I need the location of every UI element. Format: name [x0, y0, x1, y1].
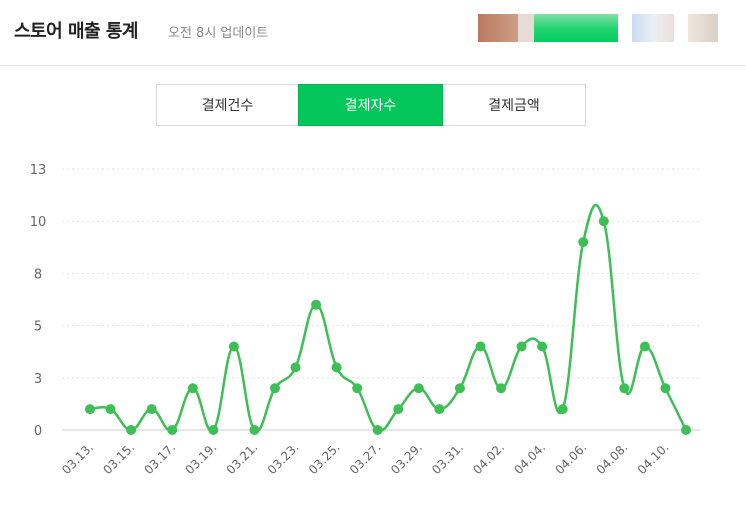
data-point: [393, 404, 404, 415]
data-point: [516, 341, 527, 352]
data-point: [126, 425, 137, 435]
tab-payment-count[interactable]: 결제건수: [156, 84, 299, 126]
data-point: [413, 383, 424, 394]
metric-tabs: 결제건수 결제자수 결제금액: [156, 84, 586, 126]
x-tick-label: 03.17.: [141, 440, 178, 477]
data-point: [105, 404, 116, 415]
data-point: [331, 362, 342, 373]
tab-label: 결제금액: [488, 98, 540, 114]
data-point: [208, 425, 219, 435]
tab-label: 결제건수: [201, 98, 254, 114]
x-tick-label: 03.27.: [347, 440, 384, 477]
x-tick-label: 03.13.: [59, 440, 96, 477]
x-tick-label: 03.25.: [306, 440, 343, 477]
data-point: [537, 341, 548, 352]
data-point: [187, 383, 198, 394]
x-tick-label: 03.21.: [224, 440, 261, 477]
y-tick-label: 8: [34, 267, 42, 282]
page-title: 스토어 매출 통계: [14, 21, 138, 42]
data-point: [228, 341, 239, 352]
data-point: [578, 237, 589, 248]
data-point: [85, 404, 95, 415]
data-point: [639, 341, 650, 352]
header: 스토어 매출 통계 오전 8시 업데이트: [0, 0, 746, 66]
x-tick-label: 03.31.: [429, 440, 466, 477]
tab-label: 결제자수: [344, 98, 397, 114]
update-time-label: 오전 8시 업데이트: [168, 26, 269, 41]
x-tick-label: 03.23.: [265, 440, 302, 477]
x-tick-label: 04.04.: [511, 440, 548, 477]
x-tick-label: 03.29.: [388, 440, 425, 477]
data-point: [681, 425, 691, 435]
x-tick-label: 04.06.: [552, 440, 589, 477]
data-point: [352, 383, 363, 394]
y-tick-label: 3: [34, 372, 42, 387]
y-tick-label: 10: [30, 215, 47, 230]
data-point: [167, 425, 178, 435]
data-point: [434, 404, 445, 415]
data-point: [372, 425, 383, 435]
x-tick-label: 03.15.: [100, 440, 137, 477]
data-point: [454, 383, 465, 394]
data-point: [619, 383, 630, 394]
data-point: [660, 383, 671, 394]
tab-payment-amount[interactable]: 결제금액: [442, 84, 586, 126]
data-point: [475, 341, 486, 352]
tab-payer-count[interactable]: 결제자수: [298, 84, 443, 126]
y-tick-label: 0: [34, 424, 42, 439]
data-point: [598, 216, 609, 227]
data-point: [557, 404, 568, 415]
x-tick-label: 04.08.: [594, 440, 631, 477]
y-tick-label: 5: [34, 320, 42, 335]
data-point: [290, 362, 301, 373]
data-point: [249, 425, 260, 435]
y-tick-label: 13: [30, 163, 47, 178]
data-point: [311, 299, 322, 310]
data-point: [146, 404, 157, 415]
x-tick-label: 04.10.: [635, 440, 672, 477]
data-point: [269, 383, 280, 394]
x-tick-label: 04.02.: [470, 440, 507, 477]
data-point: [496, 383, 507, 394]
series-line: [88, 203, 688, 433]
x-tick-label: 03.19.: [183, 440, 220, 477]
